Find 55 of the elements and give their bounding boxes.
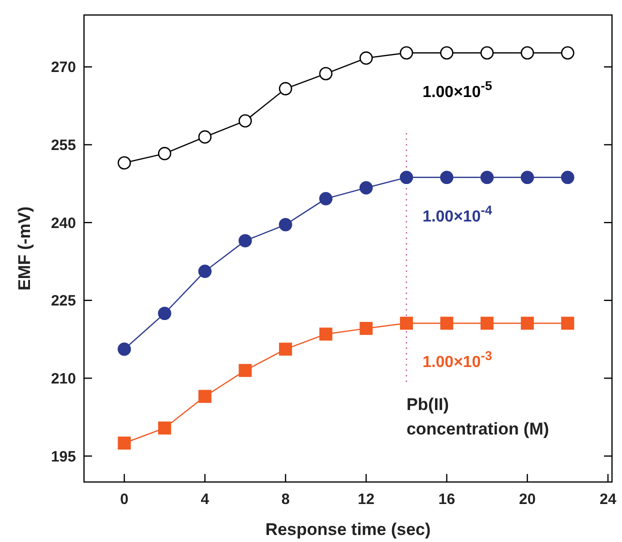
- ref-line-label: Pb(II) concentration (M): [406, 395, 550, 439]
- x-tick-label: 12: [358, 491, 374, 508]
- x-tick-label: 4: [200, 491, 210, 508]
- point: [279, 342, 292, 356]
- y-tick-label: 195: [50, 448, 76, 466]
- y-tick-label: 210: [50, 370, 76, 388]
- point: [319, 192, 332, 206]
- x-tick-label: 24: [600, 491, 617, 508]
- point: [520, 46, 534, 60]
- series-label: 1.00×10$^{-5}$: [422, 77, 492, 101]
- point: [238, 364, 252, 377]
- point: [278, 218, 292, 232]
- x-axis-title: Response time (sec): [265, 520, 431, 539]
- point: [480, 170, 494, 184]
- point: [359, 51, 373, 65]
- point: [118, 436, 131, 450]
- point: [359, 181, 373, 194]
- point: [158, 146, 172, 160]
- point: [360, 322, 373, 335]
- y-tick-label: 225: [50, 292, 76, 310]
- point: [520, 316, 534, 330]
- point: [480, 46, 494, 60]
- point: [561, 170, 574, 184]
- x-tick-label: 0: [120, 491, 128, 508]
- x-tick-label: 16: [438, 491, 456, 508]
- point: [198, 264, 212, 278]
- y-tick-label: 255: [50, 136, 76, 154]
- point: [400, 170, 414, 184]
- point: [198, 130, 212, 144]
- point: [561, 316, 574, 330]
- point: [198, 390, 212, 403]
- point: [520, 170, 534, 184]
- y-tick-label: 270: [50, 59, 76, 76]
- point: [440, 170, 454, 184]
- point: [400, 46, 414, 60]
- point: [238, 234, 252, 248]
- point: [440, 46, 454, 60]
- point: [319, 66, 332, 80]
- point: [400, 316, 413, 330]
- point: [278, 82, 292, 96]
- point: [158, 422, 172, 435]
- point: [238, 114, 252, 128]
- x-tick-label: 20: [519, 491, 536, 508]
- series-label: 1.00×10$^{-4}$: [422, 202, 493, 226]
- point: [118, 342, 131, 356]
- point: [440, 316, 454, 330]
- point: [561, 46, 574, 60]
- point: [158, 306, 172, 320]
- y-tick-label: 240: [50, 214, 76, 232]
- point: [319, 328, 332, 341]
- x-tick-label: 8: [281, 491, 290, 508]
- y-axis-title: EMF (-mV): [15, 206, 34, 291]
- point: [118, 156, 131, 170]
- point: [480, 316, 494, 330]
- series-label: 1.00×10$^{-3}$: [422, 348, 492, 372]
